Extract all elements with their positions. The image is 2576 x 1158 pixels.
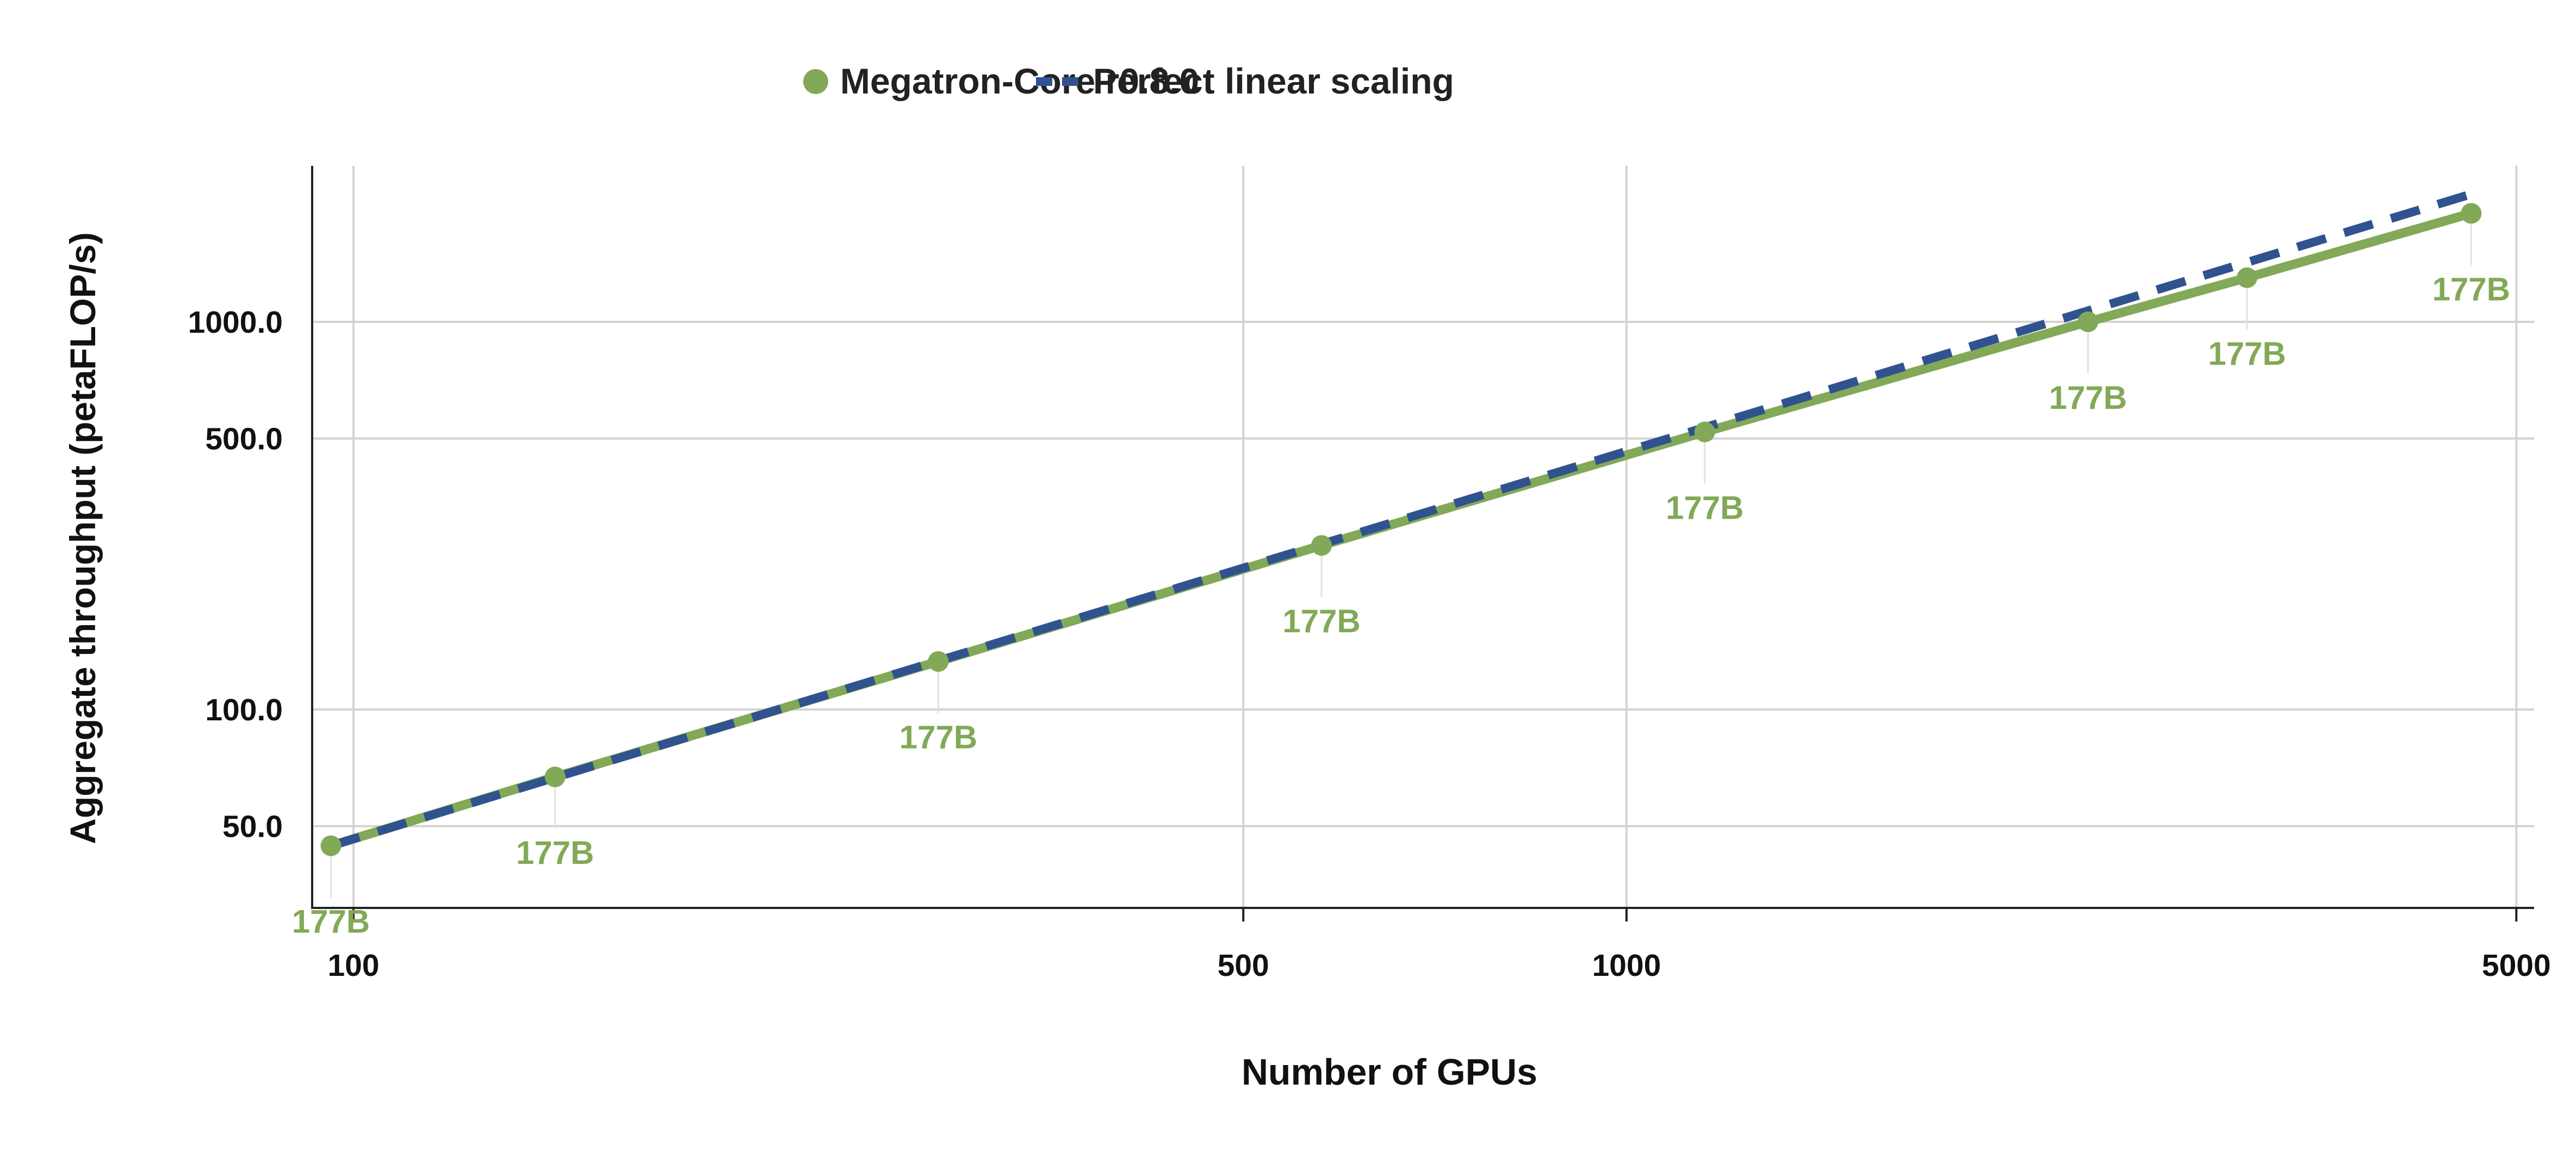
y-tick-labels: 50.0 100.0 500.0 1000.0 <box>188 305 283 844</box>
x-axis-title: Number of GPUs <box>1242 1051 1537 1093</box>
perfect-linear-scaling-line <box>330 190 2473 850</box>
x-tick-label: 1000 <box>1592 948 1661 983</box>
data-label: 177B <box>2208 335 2286 372</box>
data-label: 177B <box>2432 271 2510 307</box>
data-point <box>544 767 566 788</box>
data-point <box>1694 421 1715 443</box>
y-tick-label: 50.0 <box>222 810 283 844</box>
x-tick-label: 5000 <box>2482 948 2551 983</box>
data-label: 177B <box>1282 603 1360 639</box>
axes <box>311 166 2534 909</box>
series: 177B 177B 177B 177B 177B 177B 177B 177B <box>292 190 2510 940</box>
legend-marker-megatron <box>803 69 828 94</box>
y-tick-label: 500.0 <box>205 422 283 457</box>
y-axis-title: Aggregate throughput (petaFLOP/s) <box>63 232 103 844</box>
data-label: 177B <box>1666 489 1743 526</box>
data-label: 177B <box>516 835 594 871</box>
y-tick-label: 100.0 <box>205 693 283 727</box>
gridlines <box>312 166 2534 922</box>
data-label: 177B <box>2049 379 2127 416</box>
megatron-core-line <box>329 209 2473 850</box>
x-tick-label: 100 <box>327 948 379 983</box>
data-point <box>2461 203 2482 224</box>
y-tick-label: 1000.0 <box>188 305 283 340</box>
data-label: 177B <box>292 904 370 940</box>
data-point <box>320 835 342 856</box>
data-point <box>2237 267 2258 288</box>
x-tick-label: 500 <box>1218 948 1269 983</box>
data-point <box>928 651 949 672</box>
legend-label-megatron: Megatron-Core r0.8.0 <box>840 61 1199 101</box>
data-point <box>1311 535 1332 556</box>
data-label: 177B <box>899 719 977 756</box>
x-tick-labels: 100 500 1000 5000 <box>327 948 2550 983</box>
legend: Megatron-Core r0.8.0 Perfect linear scal… <box>803 61 1454 101</box>
legend-label-linear: Perfect linear scaling <box>1093 61 1454 101</box>
data-point <box>2077 312 2099 332</box>
